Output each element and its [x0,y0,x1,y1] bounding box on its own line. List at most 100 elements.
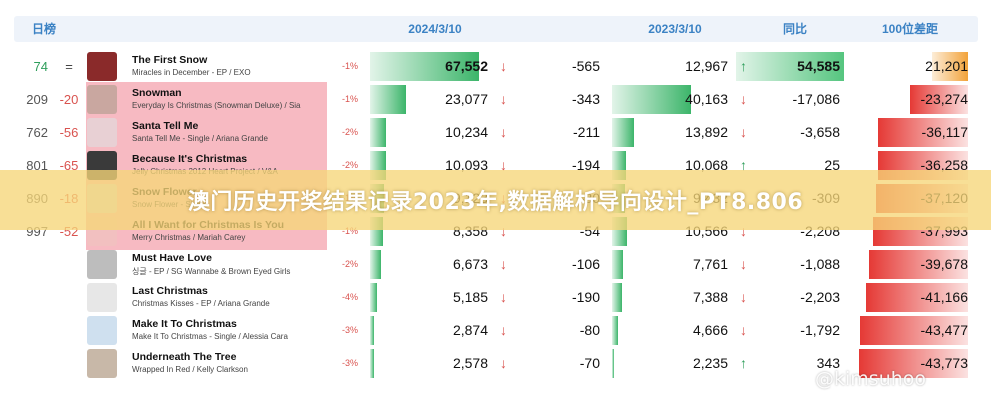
down-arrow-icon: ↓ [740,322,747,338]
rank-change [56,248,82,281]
rank-value [18,347,48,380]
down-arrow-icon: ↓ [740,256,747,272]
gap-value: -39,678 [920,256,968,272]
daily-percent-change: -4% [341,292,358,302]
album-cover-thumbnail [87,250,117,279]
yoy-change-value: -17,086 [792,91,840,107]
daily-percent-change: -1% [341,61,358,71]
song-title: Snowman [132,87,182,99]
gap-value: -41,166 [920,289,968,305]
title-banner: 澳门历史开奖结果记录2023年,数据解析导向设计_PT8.806 [0,170,991,230]
daily-change-value: -190 [571,289,600,305]
album-cover-thumbnail [87,118,117,147]
rank-change: -20 [59,92,79,107]
header-rank: 日榜 [31,22,56,36]
rank-value: 801 [26,158,48,173]
value-bar-2024 [370,316,374,345]
up-arrow-icon: ↑ [740,157,747,173]
down-arrow-icon: ↓ [500,355,507,371]
down-arrow-icon: ↓ [740,223,747,239]
yoy-change-value: -2,203 [800,289,840,305]
album-cover-thumbnail [87,283,117,312]
down-arrow-icon: ↓ [740,91,747,107]
value-2023: 13,892 [685,124,728,140]
value-2024: 10,234 [445,124,488,140]
rank-change [56,281,82,314]
value-bar-2023 [612,118,634,147]
rank-change [56,314,82,347]
yoy-change-value: 54,585 [797,58,840,74]
daily-percent-change: -2% [341,160,358,170]
daily-change-value: -343 [571,91,600,107]
value-2024: 10,093 [445,157,488,173]
daily-change-value: -565 [571,58,600,74]
song-title: The First Snow [132,54,208,66]
gap-bar-positive [932,52,968,81]
value-2024: 23,077 [445,91,488,107]
daily-percent-change: -3% [341,358,358,368]
value-bar-2023 [612,349,614,378]
rank-value [18,281,48,314]
header-date-b: 2023/3/10 [648,22,702,36]
daily-change-value: -70 [579,355,600,371]
yoy-change-value: 25 [824,157,840,173]
song-subtitle: Everyday Is Christmas (Snowman Deluxe) /… [132,101,301,110]
down-arrow-icon: ↓ [500,322,507,338]
value-2023: 2,235 [692,355,728,371]
weibo-icon [794,370,812,388]
song-title: Must Have Love [132,252,212,264]
rank-change: -56 [59,125,79,140]
yoy-bar [736,52,844,81]
header-bar [14,16,978,42]
value-bar-2023 [612,283,622,312]
value-2024: 2,874 [452,322,488,338]
gap-value: -43,773 [920,355,968,371]
value-2023: 12,967 [685,58,728,74]
value-2023: 10,068 [685,157,728,173]
value-2023: 7,388 [692,289,728,305]
value-bar-2024 [370,118,386,147]
album-cover-thumbnail [87,52,117,81]
rank-value: 209 [26,92,48,107]
daily-change-value: -106 [571,256,600,272]
down-arrow-icon: ↓ [500,58,507,74]
rank-change: -65 [59,158,79,173]
table-row: Make It To Christmas Make It To Christmas… [14,314,978,347]
rank-value [18,248,48,281]
value-bar-2024 [370,52,479,81]
song-title: Underneath The Tree [132,351,237,363]
rank-value: 762 [26,125,48,140]
down-arrow-icon: ↓ [500,124,507,140]
daily-change-value: -194 [571,157,600,173]
gap-bar-negative [878,118,968,147]
value-2024: 5,185 [452,289,488,305]
daily-change-value: -80 [579,322,600,338]
song-title: Santa Tell Me [132,120,199,132]
banner-text: 澳门历史开奖结果记录2023年,数据解析导向设计_PT8.806 [187,190,804,215]
daily-change-value: -211 [573,124,600,140]
daily-percent-change: -1% [341,94,358,104]
header-compare: 同比 [782,22,807,36]
value-bar-2023 [612,316,618,345]
gap-value: -36,258 [920,157,968,173]
value-2024: 67,552 [445,58,488,74]
value-bar-2023 [612,85,691,114]
up-arrow-icon: ↑ [740,58,747,74]
table-row: 762 -56 Santa Tell Me Santa Tell Me - Singl… [14,116,978,149]
value-2024: 2,578 [452,355,488,371]
gap-value: 21,201 [925,58,968,74]
song-title: Because It's Christmas [132,153,248,165]
song-title: Last Christmas [132,285,208,297]
table-row: Underneath The Tree Wrapped In Red / Kell… [14,347,978,380]
song-subtitle: 싱글 - EP / SG Wannabe & Brown Eyed Girls [132,267,291,276]
value-bar-2024 [370,283,377,312]
value-bar-2024 [370,250,381,279]
up-arrow-icon: ↑ [740,355,747,371]
daily-percent-change: -3% [341,325,358,335]
gap-bar-negative [869,250,968,279]
down-arrow-icon: ↓ [740,124,747,140]
gap-value: -43,477 [920,322,968,338]
gap-value: -23,274 [920,91,968,107]
gap-bar-negative [910,85,968,114]
